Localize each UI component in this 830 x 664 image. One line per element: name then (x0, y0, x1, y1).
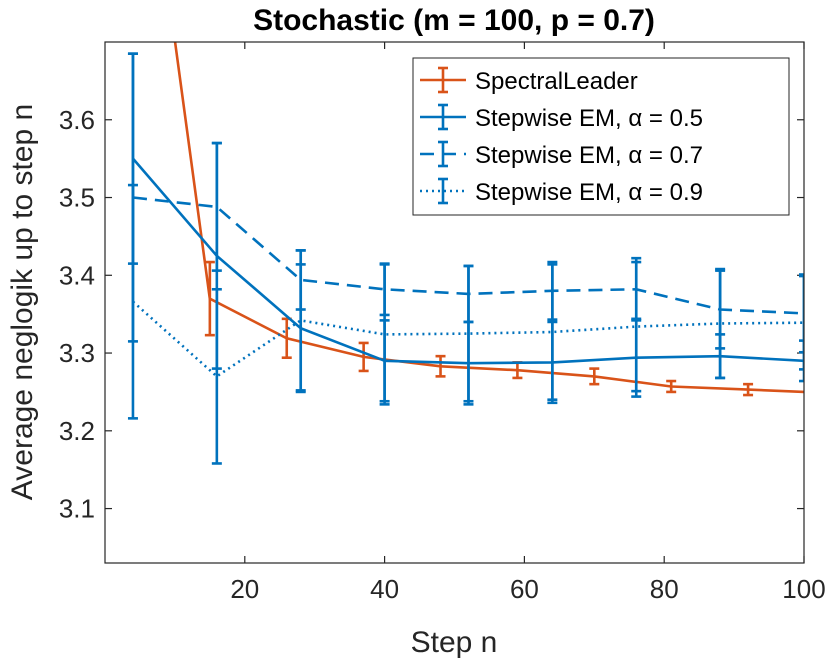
plot-frame (104, 41, 805, 564)
error-bar (715, 267, 726, 380)
x-tick-label: 60 (510, 574, 539, 604)
x-tick-label: 100 (782, 574, 825, 604)
error-bar (211, 287, 222, 465)
series-line (173, 42, 804, 394)
y-tick-label: 3.2 (59, 416, 95, 446)
x-tick-label: 80 (650, 574, 679, 604)
error-bar (799, 273, 804, 354)
legend-item: Stepwise EM, α = 0.5 (420, 103, 703, 132)
y-tick-label: 3.5 (59, 183, 95, 213)
series-line (132, 300, 804, 379)
x-axis-label: Step n (411, 626, 498, 659)
error-bar (631, 260, 642, 393)
error-bar (666, 379, 677, 394)
error-bar (589, 367, 600, 386)
error-bar (435, 354, 446, 378)
chart-title: Stochastic (m = 100, p = 0.7) (253, 4, 655, 37)
y-tick-label: 3.3 (59, 338, 95, 368)
error-bar (799, 274, 804, 371)
y-tick-label: 3.4 (59, 260, 95, 290)
error-bar (358, 341, 369, 373)
error-bar (211, 141, 222, 272)
legend-item: Stepwise EM, α = 0.9 (420, 177, 703, 206)
legend-label: Stepwise EM, α = 0.7 (475, 142, 703, 169)
legend-label: Stepwise EM, α = 0.9 (475, 179, 703, 206)
x-tick-label: 40 (370, 574, 399, 604)
legend-box (412, 57, 790, 216)
legend-item: SpectralLeader (420, 66, 638, 95)
y-axis-label: Average neglogik up to step n (6, 104, 39, 500)
axis-ticks: 20 40 60 80 100 3.1 3.2 3.3 3.4 3.5 3.6 (59, 42, 826, 604)
legend-label: SpectralLeader (475, 68, 638, 95)
x-tick-label: 20 (230, 574, 259, 604)
legend: SpectralLeader Stepwise EM, α = 0.5 Stepwi… (412, 57, 790, 216)
error-bar (379, 263, 390, 406)
legend-item: Stepwise EM, α = 0.7 (420, 140, 703, 169)
error-bar (799, 339, 804, 383)
y-tick-label: 3.1 (59, 494, 95, 524)
error-bar (295, 249, 306, 392)
error-bar (463, 264, 474, 403)
y-tick-label: 3.6 (59, 105, 95, 135)
error-bar (547, 263, 558, 402)
series-layer (127, 42, 804, 465)
error-bar (127, 183, 138, 420)
series-1 (173, 42, 804, 397)
error-bar (743, 382, 754, 397)
error-bar (204, 260, 215, 337)
series-4 (127, 183, 804, 465)
legend-label: Stepwise EM, α = 0.5 (475, 105, 703, 132)
